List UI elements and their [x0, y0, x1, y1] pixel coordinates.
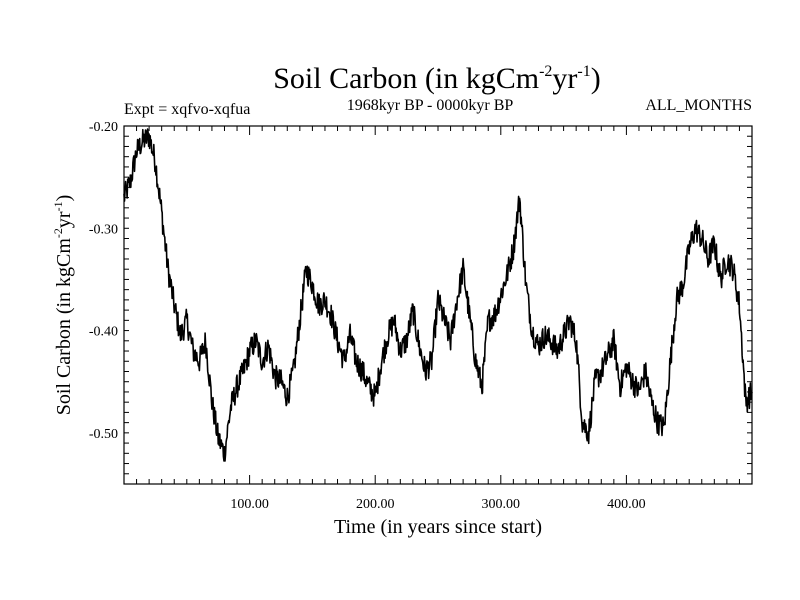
x-tick-label: 400.00: [607, 497, 646, 512]
y-tick-label: -0.20: [89, 120, 118, 135]
months-label: ALL_MONTHS: [645, 97, 752, 114]
y-tick-label: -0.50: [89, 427, 118, 442]
soil-carbon-series-line: [123, 128, 753, 462]
chart-title: Soil Carbon (in kgCm-2yr-1): [273, 62, 601, 95]
time-range-label: 1968kyr BP - 0000kyr BP: [347, 97, 514, 114]
x-tick-label: 100.00: [230, 497, 269, 512]
x-tick-label: 200.00: [356, 497, 395, 512]
y-tick-label: -0.30: [89, 222, 118, 237]
y-axis-title: Soil Carbon (in kgCm-2yr-1): [51, 195, 75, 416]
axis-ticks: [124, 125, 752, 484]
experiment-label: Expt = xqfvo-xqfua: [124, 101, 250, 118]
x-axis-tick-labels: 100.00 200.00 300.00 400.00: [230, 497, 645, 512]
y-tick-label: -0.40: [89, 325, 118, 340]
x-tick-label: 300.00: [482, 497, 521, 512]
x-axis-title: Time (in years since start): [334, 516, 542, 538]
y-axis-tick-labels: -0.20 -0.30 -0.40 -0.50: [89, 120, 118, 442]
